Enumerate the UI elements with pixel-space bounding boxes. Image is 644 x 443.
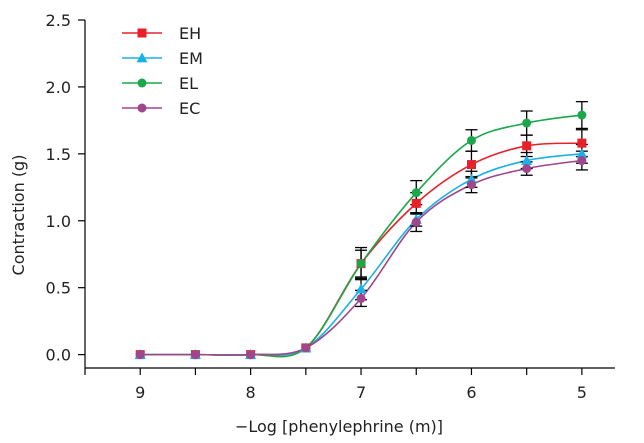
legend: EH EM EL EC: [122, 24, 203, 118]
x-tick-label: 5: [577, 383, 587, 402]
data-point-em: [576, 148, 588, 159]
x-tick-label: 7: [356, 383, 366, 402]
data-point-eh: [522, 141, 532, 151]
data-point-ec: [411, 217, 421, 227]
legend-marker-ec: [137, 103, 147, 113]
y-tick-label: 0.5: [46, 279, 71, 298]
y-tick-label: 1.5: [46, 145, 71, 164]
legend-label-el: EL: [179, 74, 198, 93]
y-tick-label: 2.0: [46, 78, 71, 97]
error-bars: [355, 100, 588, 308]
data-point-el: [577, 110, 587, 120]
y-tick-label: 2.5: [46, 11, 71, 30]
axes: 0.0 0.5 1.0 1.5 2.0 2.5 9 8 7 6 5: [46, 11, 615, 402]
data-point-eh: [411, 198, 421, 208]
series-lines: [140, 114, 582, 358]
data-point-ec: [522, 164, 532, 174]
data-point-ec: [135, 350, 145, 360]
data-point-ec: [356, 293, 366, 303]
data-point-eh: [577, 138, 587, 148]
data-point-ec: [246, 350, 256, 360]
data-point-el: [356, 259, 366, 269]
x-tick-label: 8: [246, 383, 256, 402]
series-line-el: [140, 114, 582, 358]
legend-label-em: EM: [179, 49, 203, 68]
data-point-el: [411, 188, 421, 198]
x-axis-title: −Log [phenylephrine (m)]: [235, 417, 443, 436]
legend-marker-eh: [137, 28, 147, 38]
data-point-em: [355, 283, 367, 294]
data-markers: [134, 110, 588, 360]
data-point-em: [521, 155, 533, 165]
x-tick-label: 6: [466, 383, 476, 402]
legend-marker-el: [137, 78, 147, 88]
data-point-ec: [466, 180, 476, 190]
y-tick-label: 1.0: [46, 212, 71, 231]
data-point-el: [522, 118, 532, 128]
data-point-eh: [466, 160, 476, 170]
y-axis-title: Contraction (g): [9, 155, 28, 276]
data-point-ec: [301, 343, 311, 353]
legend-label-eh: EH: [179, 24, 201, 43]
legend-label-ec: EC: [179, 99, 200, 118]
x-tick-label: 9: [135, 383, 145, 402]
data-point-el: [466, 135, 476, 145]
data-point-ec: [577, 156, 587, 166]
legend-marker-em: [136, 52, 148, 63]
y-tick-label: 0.0: [46, 346, 71, 365]
data-point-ec: [190, 350, 200, 360]
